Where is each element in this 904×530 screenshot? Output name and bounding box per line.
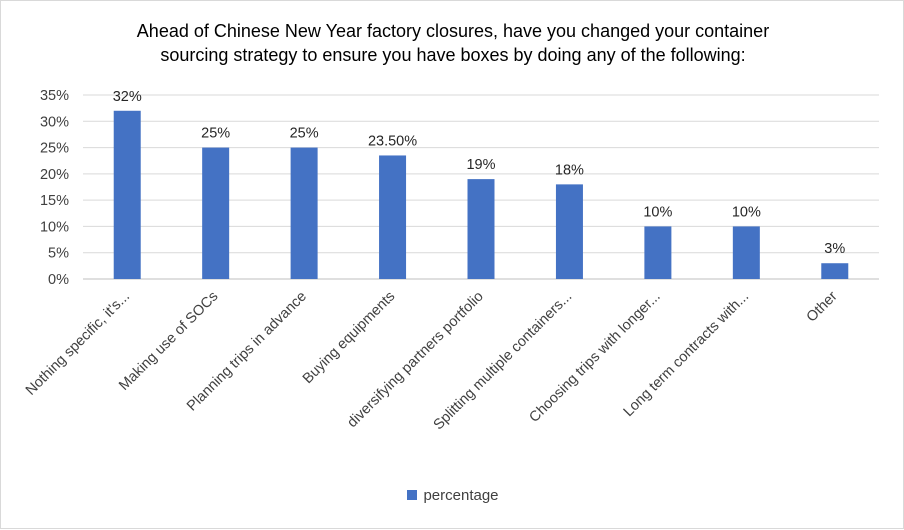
bar [732,226,760,279]
y-tick-label: 0% [48,272,69,288]
x-tick-label: Buying equipments [300,289,399,388]
x-axis: Nothing specific, it's...Making use of S… [23,288,841,433]
chart-title: Ahead of Chinese New Year factory closur… [1,19,904,67]
y-tick-label: 5% [48,246,69,262]
x-tick-label: Other [804,288,841,325]
bar [821,263,849,279]
y-tick-label: 25% [40,141,69,157]
data-label: 3% [824,241,845,257]
y-tick-label: 10% [40,219,69,235]
data-label: 10% [732,204,761,220]
data-label: 19% [466,157,495,173]
data-label: 18% [555,162,584,178]
chart-title-line-1: Ahead of Chinese New Year factory closur… [136,21,770,41]
data-label: 23.50% [368,133,417,149]
legend-label: percentage [423,487,499,504]
bars [113,110,849,280]
data-label: 10% [643,204,672,220]
y-tick-label: 30% [40,114,69,130]
bar [644,226,672,279]
y-tick-label: 35% [40,88,69,104]
bar [113,110,141,280]
bar [290,147,318,279]
data-label: 32% [113,89,142,105]
bar [379,155,407,279]
bar [202,147,230,279]
legend: percentage [1,487,904,504]
x-tick-label: Making use of SOCs [116,289,221,394]
y-axis: 0% 5% 10% 15% 20% 25% 30% 35% [40,88,69,288]
bar [555,184,583,279]
bar [467,179,495,279]
x-tick-label: Splitting multiple containers... [431,289,576,434]
data-labels: 32% 25% 25% 23.50% 19% 18% 10% 10% 3% [113,89,846,257]
data-label: 25% [290,126,319,142]
chart-title-line-2: sourcing strategy to ensure you have box… [160,45,746,65]
y-tick-label: 20% [40,167,69,183]
data-label: 25% [201,126,230,142]
legend-swatch [407,490,418,500]
y-tick-label: 15% [40,193,69,209]
